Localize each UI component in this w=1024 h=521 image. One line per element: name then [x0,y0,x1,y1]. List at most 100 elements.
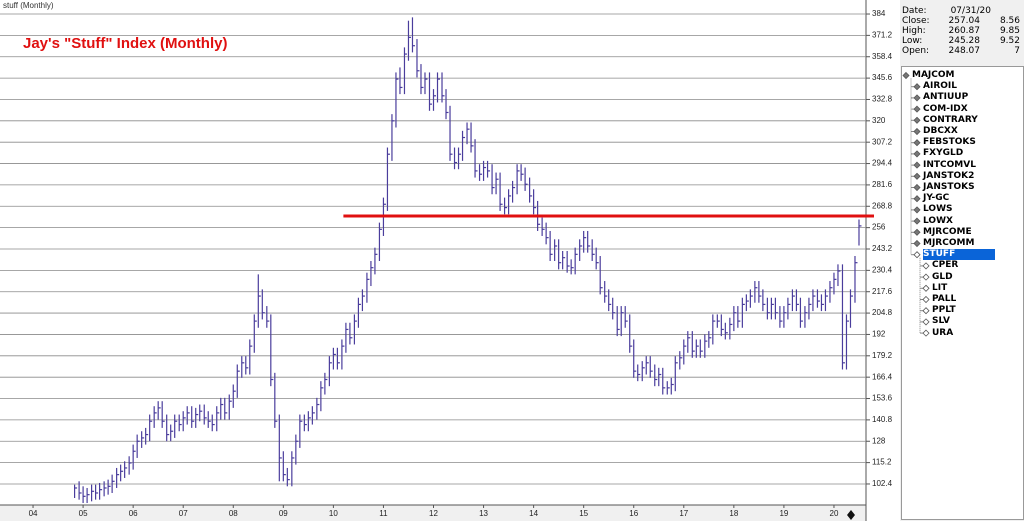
y-tick-label: 166.4 [872,372,893,381]
info-row: Close: 257.04 8.56 [902,16,1020,26]
y-tick-label: 128 [872,436,886,445]
x-tick-label: 08 [229,509,238,518]
tree-diamond [913,116,921,124]
info-label: Low: [902,36,923,46]
chart-header: stuff (Monthly) [3,1,54,10]
y-tick-label: 281.6 [872,180,893,189]
info-value: 07/31/20 [950,6,991,16]
tree-diamond [902,71,910,80]
tree-node[interactable]: JANSTOKS [923,182,975,192]
x-tick-label: 17 [679,509,688,518]
info-panel: Date: 07/31/20 Close: 257.04 8.56 High: 260.87… [902,6,1020,56]
x-axis-area [0,505,866,521]
tree-node[interactable]: SLV [932,316,950,327]
x-tick-label: 09 [279,509,288,518]
y-tick-label: 345.6 [872,73,893,82]
tree-node[interactable]: ANTIUUP [923,92,969,103]
tree-node[interactable]: FEBSTOKS [923,137,976,148]
symbol-tree[interactable]: MAJCOM AIROIL ANTIUUP COM-IDX CONTRARY DBCXX F… [901,66,1024,520]
info-value: 257.04 [948,16,981,26]
tree-lines [902,71,930,337]
y-tick-label: 217.6 [872,287,893,296]
tree-diamond [913,195,921,203]
tree-diamond [913,161,921,169]
y-tick-label: 332.8 [872,95,893,104]
tree-node[interactable]: URA [932,327,954,338]
y-tick-label: 294.4 [872,159,893,168]
tree-diamond [913,183,921,192]
x-tick-label: 18 [729,509,738,518]
y-tick-label: 153.6 [872,394,893,403]
tree-node[interactable]: DBCXX [923,126,958,136]
info-label: Open: [902,46,930,56]
tree-diamond [922,262,930,270]
tree-diamond [913,206,921,214]
tree-diamond [922,273,930,281]
info-value: 260.87 [948,26,981,36]
tree-node[interactable]: CONTRARY [923,114,978,125]
tree-diamond [913,127,921,136]
y-tick-label: 320 [872,116,886,125]
y-tick-label: 192 [872,330,886,339]
tree-diamond [922,329,930,337]
tree-diamond [922,295,930,304]
y-axis-area [866,0,900,521]
tree-node[interactable]: JANSTOK2 [923,170,975,181]
info-row: Low: 245.28 9.52 [902,36,1020,46]
plot-area [0,0,866,505]
tree-diamond [913,217,921,225]
tree-diamond [922,318,930,326]
tree-node[interactable]: PPLT [932,305,956,316]
tree-node[interactable]: STUFF [923,249,996,261]
tree-diamond [913,251,921,259]
y-tick-label: 102.4 [872,479,893,488]
info-label: Close: [902,16,930,26]
info-value: 245.28 [948,36,981,46]
info-change: 7 [1014,46,1020,56]
tree-node[interactable]: LIT [932,282,948,293]
tree-diamond [913,228,921,236]
tree-diamond [913,239,921,248]
tree-node[interactable]: MAJCOM [912,70,955,80]
tree-node[interactable]: COM-IDX [923,103,968,114]
y-tick-label: 268.8 [872,201,893,210]
tree-node[interactable]: PALL [932,294,957,304]
tree-node[interactable]: JY-GC [923,193,950,204]
y-tick-label: 371.2 [872,30,893,39]
x-tick-label: 20 [830,509,839,518]
y-tick-label: 384 [872,9,886,18]
tree-diamond [922,284,930,292]
chart: stuff (Monthly) 384 371.2 358.4 345.6 332.8 3… [0,0,900,521]
x-tick-label: 12 [429,509,438,518]
tree-node[interactable]: INTCOMVL [923,159,976,170]
tree-diamond [913,139,921,147]
tree-node[interactable]: FXYGLD [923,148,964,159]
tree-diamond [913,150,921,158]
y-tick-label: 115.2 [872,458,892,467]
y-tick-label: 256 [872,223,886,232]
tree-node[interactable]: AIROIL [923,81,957,92]
tree-node[interactable]: MJRCOME [923,226,972,237]
tree-node[interactable]: MJRCOMM [923,238,975,248]
tree-node[interactable]: GLD [932,271,953,282]
tree-node[interactable]: LOWX [923,215,953,226]
x-tick-label: 06 [129,509,138,518]
info-label: Date: [902,6,927,16]
info-row: Date: 07/31/20 [902,6,1020,16]
tree-diamond [913,172,921,180]
tree-diamond [913,83,921,91]
info-change: 9.85 [999,26,1020,36]
tree-node[interactable]: LOWS [923,204,953,215]
x-tick-label: 13 [479,509,488,518]
x-tick-label: 04 [29,509,38,518]
scroll-marker[interactable] [847,510,855,520]
x-tick-label: 11 [379,509,388,518]
y-tick-label: 179.2 [872,351,893,360]
y-tick-label: 243.2 [872,244,893,253]
tree-node[interactable]: CPER [932,260,959,271]
y-tick-label: 307.2 [872,137,893,146]
x-tick-label: 10 [329,509,338,518]
info-row: Open: 248.07 7 [902,46,1020,56]
x-tick-label: 07 [179,509,188,518]
